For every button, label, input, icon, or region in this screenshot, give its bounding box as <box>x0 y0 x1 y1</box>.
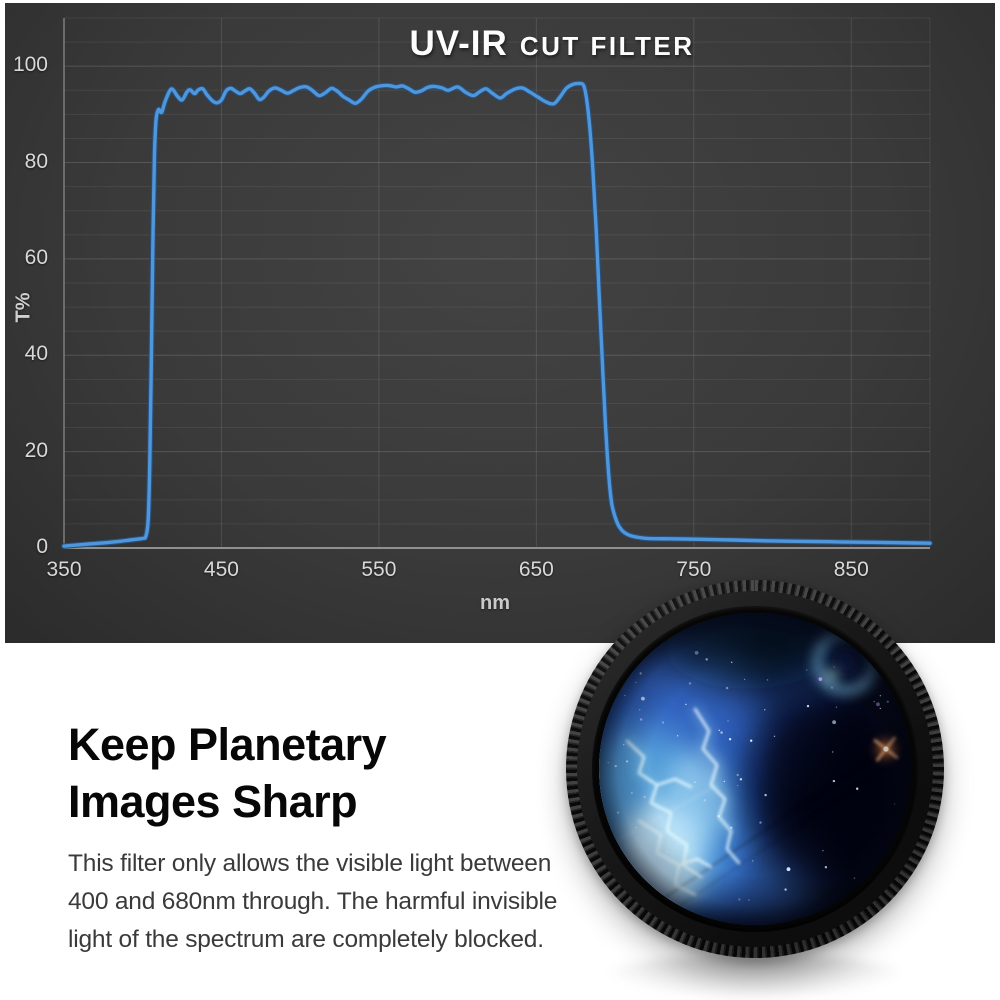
body-line-3: light of the spectrum are completely blo… <box>68 926 544 953</box>
product-description: This filter only allows the visible ligh… <box>68 845 557 959</box>
heading-line-1: Keep Planetary <box>68 719 387 770</box>
y-tick-label: 20 <box>24 438 48 462</box>
x-tick-label: 850 <box>833 558 869 581</box>
body-line-1: This filter only allows the visible ligh… <box>68 850 552 877</box>
filter-reflection <box>605 954 905 998</box>
heading-line-2: Images Sharp <box>68 776 358 827</box>
x-tick-label: 350 <box>46 558 82 581</box>
x-tick-label: 550 <box>361 558 397 581</box>
y-axis-title: T% <box>12 292 35 323</box>
y-tick-label: 100 <box>12 53 48 77</box>
x-tick-label: 650 <box>518 558 554 581</box>
filter-product-photo <box>566 580 944 958</box>
x-tick-label: 450 <box>203 558 239 581</box>
chart-title-main: UV-IR <box>409 24 508 63</box>
nebula-image <box>599 613 911 925</box>
transmission-curve-outline <box>61 80 933 549</box>
transmission-chart <box>61 17 933 549</box>
transmission-curve <box>62 81 932 548</box>
body-line-2: 400 and 680nm through. The harmful invis… <box>68 888 558 915</box>
chart-panel <box>5 3 995 643</box>
y-tick-label: 0 <box>36 535 48 558</box>
x-axis-title: nm <box>480 592 510 614</box>
x-tick-label: 750 <box>676 558 712 581</box>
filter-glass <box>599 613 911 925</box>
y-tick-label: 40 <box>24 342 48 366</box>
y-tick-label: 80 <box>24 149 48 173</box>
chart-title: UV-IR CUT FILTER <box>152 24 952 64</box>
product-heading: Keep Planetary Images Sharp <box>68 716 387 830</box>
chart-title-sub: CUT FILTER <box>519 31 695 61</box>
y-tick-label: 60 <box>24 245 48 269</box>
